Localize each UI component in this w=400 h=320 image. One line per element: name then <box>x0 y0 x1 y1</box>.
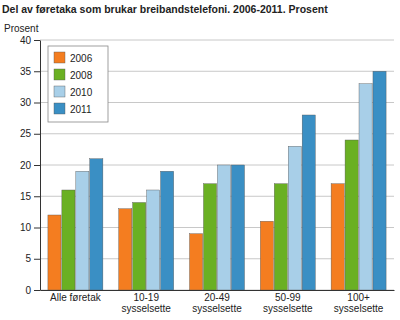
tick-label: 40 <box>20 35 32 46</box>
bar <box>147 190 160 290</box>
tick: 15 <box>20 191 40 202</box>
tick-mark <box>34 134 40 135</box>
tick: 0 <box>25 285 40 296</box>
bar <box>345 140 358 290</box>
legend-item: 2008 <box>54 69 93 81</box>
tick-label-line: sysselsette <box>192 303 242 314</box>
tick-label-line: 50-99 <box>275 292 301 303</box>
tick-label: 15 <box>20 191 32 202</box>
bar <box>260 221 273 290</box>
tick-label: 0 <box>25 285 31 296</box>
grid <box>40 40 394 290</box>
tick: 40 <box>20 35 40 46</box>
bar <box>48 215 61 290</box>
tick: 100+sysselsette <box>334 290 384 314</box>
tick: 10 <box>20 222 40 233</box>
tick-label-line: sysselsette <box>334 303 384 314</box>
tick-label: 10 <box>20 222 32 233</box>
legend-swatch <box>54 86 65 97</box>
tick-label: 5 <box>25 253 31 264</box>
series <box>90 71 386 290</box>
tick-label: 10-19sysselsette <box>121 292 171 314</box>
tick-mark <box>34 259 40 260</box>
bar <box>203 184 216 290</box>
bar <box>190 234 203 290</box>
tick-mark <box>34 290 40 291</box>
grid-line <box>40 133 394 134</box>
tick: 10-19sysselsette <box>121 290 171 314</box>
tick: 35 <box>20 66 40 77</box>
tick-mark <box>34 71 40 72</box>
bar <box>274 184 287 290</box>
legend-label: 2010 <box>70 87 93 98</box>
y-axis: 0 5 10 15 20 25 30 35 40 <box>20 35 41 296</box>
title: Del av føretaka som brukar breibandstele… <box>2 3 328 15</box>
legend-label: 2006 <box>70 53 93 64</box>
legend-item: 2010 <box>54 86 93 98</box>
legend-box <box>48 46 108 122</box>
tick: 20-49sysselsette <box>192 290 242 314</box>
legend-swatch <box>54 52 65 63</box>
legend-item: 2011 <box>54 103 92 115</box>
tick-label: 25 <box>20 128 32 139</box>
tick-label-line: 10-19 <box>133 292 159 303</box>
bar <box>133 203 146 291</box>
tick: 20 <box>20 160 40 171</box>
tick-label-line: sysselsette <box>263 303 313 314</box>
tick-label: 30 <box>20 97 32 108</box>
bar <box>302 115 315 290</box>
bar <box>217 165 230 290</box>
tick-label-line: 20-49 <box>204 292 230 303</box>
tick-mark <box>34 40 40 41</box>
grid-line <box>40 40 394 41</box>
tick-label: Alle føretak <box>50 292 102 303</box>
tick-label: 50-99sysselsette <box>263 292 313 314</box>
bar <box>76 171 89 290</box>
legend-label: 2008 <box>70 70 93 81</box>
bar <box>119 209 132 290</box>
tick: Alle føretak <box>50 290 102 303</box>
legend-swatch <box>54 69 65 80</box>
tick: 25 <box>20 128 40 139</box>
tick-mark <box>34 228 40 229</box>
tick: 50-99sysselsette <box>263 290 313 314</box>
bar <box>373 71 386 290</box>
bar <box>288 146 301 290</box>
bar <box>331 184 344 290</box>
tick-label-line: 100+ <box>347 292 370 303</box>
tick-label: 100+sysselsette <box>334 292 384 314</box>
legend-swatch <box>54 103 65 114</box>
axis-line <box>40 41 41 291</box>
tick-mark <box>34 165 40 166</box>
axis-line <box>41 290 395 291</box>
bar <box>231 165 244 290</box>
bar <box>62 190 75 290</box>
tick-mark <box>34 103 40 104</box>
tick-label-line: sysselsette <box>121 303 171 314</box>
chart: Del av føretaka som brukar breibandstele… <box>0 0 400 320</box>
legend: 2006 2008 2010 2011 <box>48 46 108 122</box>
x-axis: Alle føretak10-19sysselsette20-49syssels… <box>41 290 395 314</box>
tick-label: 20 <box>20 160 32 171</box>
legend-item: 2006 <box>54 52 93 64</box>
legend-label: 2011 <box>70 104 92 115</box>
bar <box>90 159 103 290</box>
tick: 5 <box>25 253 40 264</box>
y-axis-title: Prosent <box>4 23 39 34</box>
bar <box>161 171 174 290</box>
tick-label-line: Alle føretak <box>50 292 102 303</box>
tick: 30 <box>20 97 40 108</box>
tick-label: 20-49sysselsette <box>192 292 242 314</box>
series <box>76 84 372 290</box>
tick-label: 35 <box>20 66 32 77</box>
bar <box>359 84 372 290</box>
tick-mark <box>34 196 40 197</box>
plot: 0510152025303540Alle føretak10-19syssels… <box>20 35 395 314</box>
